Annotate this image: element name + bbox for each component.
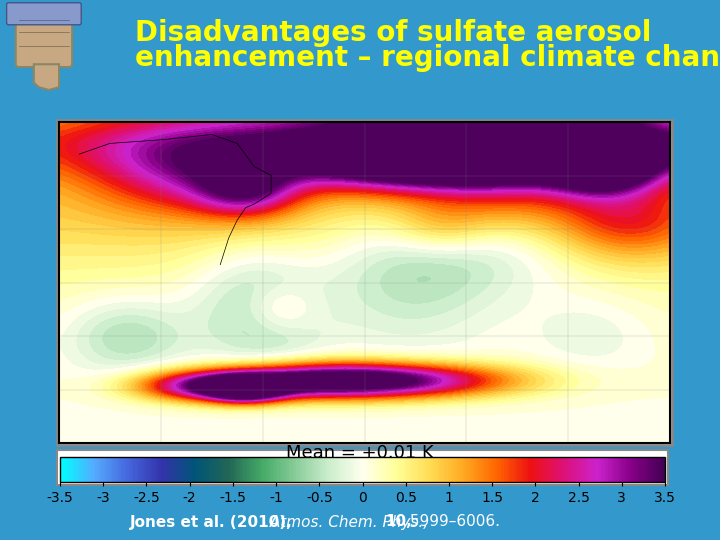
Text: Jones et al. (2010),: Jones et al. (2010), (130, 515, 293, 530)
FancyBboxPatch shape (6, 3, 81, 25)
Polygon shape (34, 64, 59, 90)
Bar (57, 120, 672, 445)
Text: Mean = +0.01 K: Mean = +0.01 K (286, 444, 434, 462)
Text: Atmos. Chem. Phys.,: Atmos. Chem. Phys., (265, 515, 433, 530)
FancyBboxPatch shape (16, 11, 72, 67)
Bar (57, 450, 668, 485)
Text: 5999–6006.: 5999–6006. (405, 515, 500, 530)
Text: 10,: 10, (385, 515, 412, 530)
Text: enhancement – regional climate change: enhancement – regional climate change (135, 44, 720, 72)
Text: Disadvantages of sulfate aerosol: Disadvantages of sulfate aerosol (135, 19, 652, 47)
